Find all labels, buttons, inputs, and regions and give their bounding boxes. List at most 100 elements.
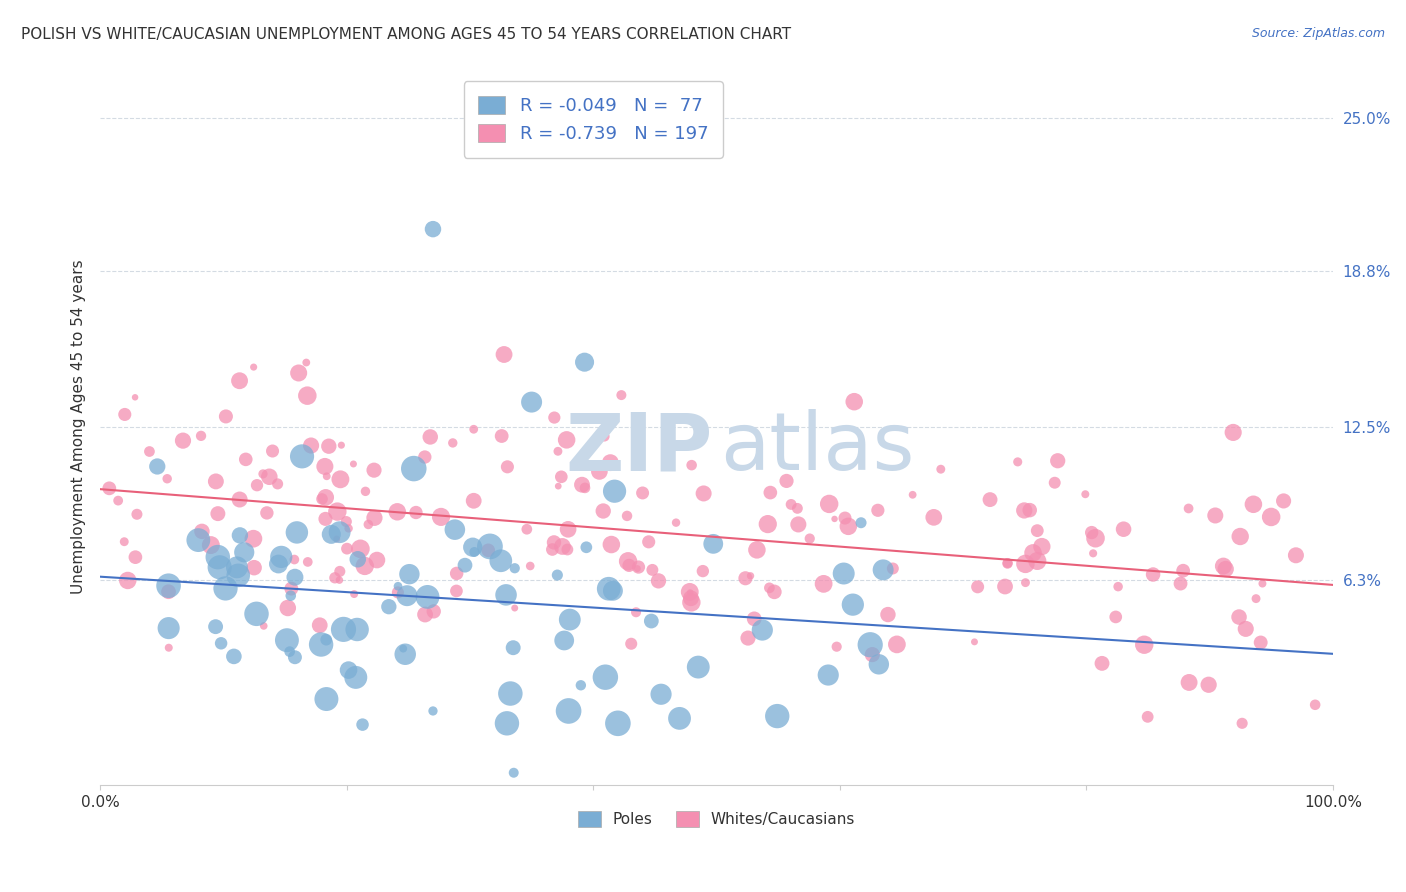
- Point: [463, 545, 485, 559]
- Point: [1091, 657, 1114, 671]
- Point: [422, 704, 444, 718]
- Point: [277, 601, 299, 615]
- Point: [1074, 487, 1097, 501]
- Point: [315, 692, 337, 706]
- Point: [172, 434, 194, 448]
- Point: [363, 463, 385, 477]
- Point: [650, 687, 672, 701]
- Point: [419, 430, 441, 444]
- Point: [284, 570, 307, 584]
- Point: [315, 491, 337, 505]
- Point: [1170, 576, 1192, 591]
- Point: [270, 549, 292, 564]
- Point: [866, 503, 889, 517]
- Point: [233, 545, 256, 559]
- Point: [786, 501, 808, 516]
- Point: [859, 638, 882, 652]
- Point: [1244, 591, 1267, 606]
- Point: [692, 486, 714, 500]
- Point: [837, 519, 859, 533]
- Point: [574, 481, 596, 495]
- Point: [617, 554, 640, 568]
- Point: [702, 537, 724, 551]
- Point: [503, 561, 526, 575]
- Point: [543, 535, 565, 549]
- Point: [112, 534, 135, 549]
- Point: [332, 623, 354, 637]
- Point: [775, 474, 797, 488]
- Point: [844, 394, 866, 409]
- Point: [343, 587, 366, 601]
- Text: ZIP: ZIP: [565, 409, 713, 487]
- Point: [616, 508, 638, 523]
- Point: [541, 542, 564, 557]
- Point: [125, 508, 148, 522]
- Point: [631, 486, 654, 500]
- Point: [1230, 716, 1253, 731]
- Point: [329, 525, 352, 540]
- Point: [446, 566, 468, 581]
- Point: [1133, 638, 1156, 652]
- Point: [997, 557, 1019, 571]
- Point: [679, 585, 702, 599]
- Point: [1229, 529, 1251, 543]
- Point: [299, 438, 322, 452]
- Point: [191, 524, 214, 539]
- Point: [146, 459, 169, 474]
- Point: [267, 557, 290, 571]
- Point: [315, 469, 337, 483]
- Point: [617, 558, 640, 573]
- Point: [588, 465, 610, 479]
- Point: [242, 360, 264, 375]
- Point: [1007, 455, 1029, 469]
- Point: [1250, 635, 1272, 649]
- Point: [818, 497, 841, 511]
- Point: [461, 540, 484, 554]
- Point: [763, 585, 786, 599]
- Point: [278, 645, 301, 659]
- Point: [1204, 508, 1226, 523]
- Point: [259, 469, 281, 483]
- Point: [571, 477, 593, 491]
- Point: [1046, 454, 1069, 468]
- Point: [557, 704, 579, 718]
- Point: [569, 678, 592, 692]
- Point: [624, 605, 647, 619]
- Point: [502, 765, 524, 780]
- Point: [734, 571, 756, 585]
- Point: [256, 506, 278, 520]
- Point: [495, 588, 517, 602]
- Point: [877, 607, 900, 622]
- Point: [551, 540, 574, 554]
- Point: [287, 366, 309, 380]
- Point: [396, 589, 419, 603]
- Point: [326, 505, 349, 519]
- Point: [849, 516, 872, 530]
- Point: [1022, 546, 1045, 560]
- Point: [787, 517, 810, 532]
- Point: [519, 559, 541, 574]
- Point: [1107, 580, 1129, 594]
- Point: [430, 509, 453, 524]
- Point: [558, 613, 581, 627]
- Point: [1171, 564, 1194, 578]
- Point: [606, 716, 628, 731]
- Point: [157, 621, 180, 635]
- Point: [342, 457, 364, 471]
- Point: [1031, 540, 1053, 554]
- Point: [138, 444, 160, 458]
- Point: [156, 472, 179, 486]
- Point: [346, 552, 368, 566]
- Point: [262, 444, 284, 458]
- Point: [207, 550, 229, 565]
- Point: [499, 687, 522, 701]
- Point: [1234, 622, 1257, 636]
- Point: [323, 571, 346, 585]
- Point: [598, 582, 620, 596]
- Point: [253, 619, 276, 633]
- Point: [309, 638, 332, 652]
- Point: [285, 525, 308, 540]
- Point: [378, 599, 401, 614]
- Point: [283, 552, 305, 566]
- Point: [979, 492, 1001, 507]
